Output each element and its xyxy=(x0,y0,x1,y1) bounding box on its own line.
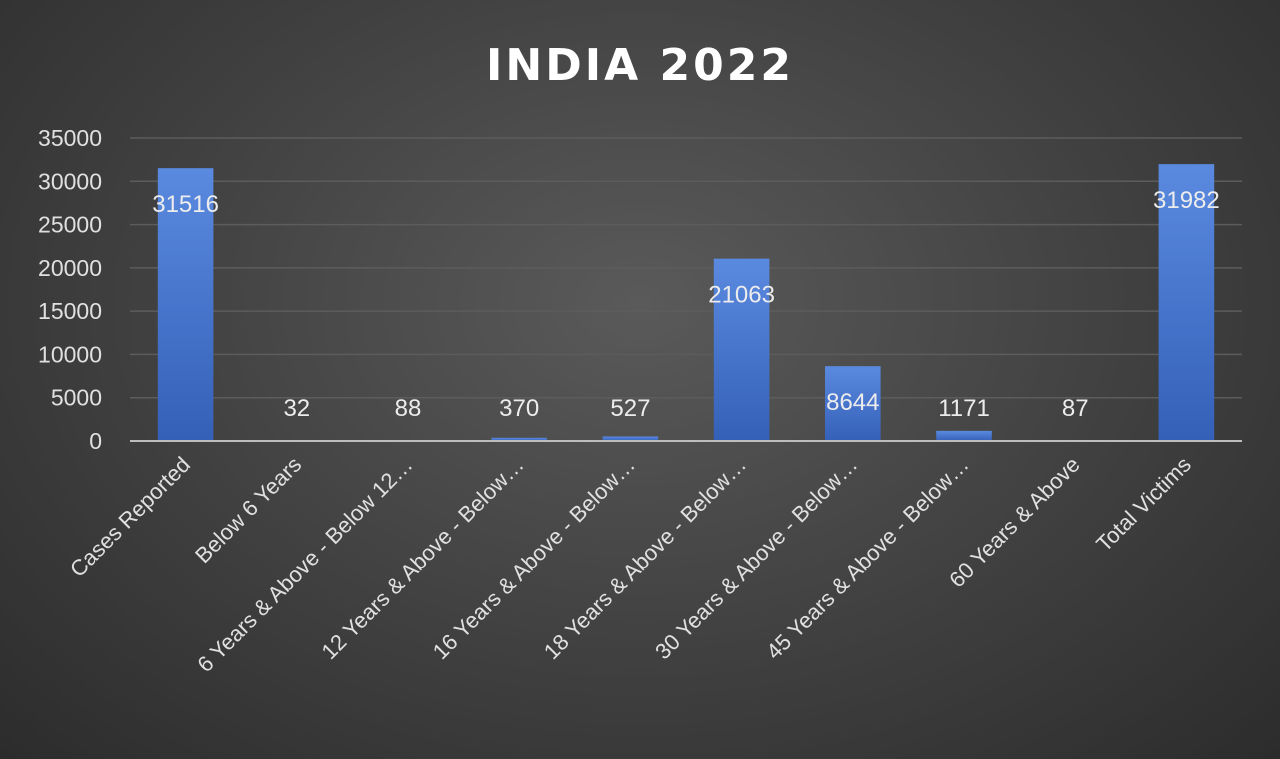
data-label: 31516 xyxy=(152,191,219,218)
bar xyxy=(825,366,881,441)
y-tick-label: 25000 xyxy=(38,212,102,238)
x-tick-label: Total Victims xyxy=(1091,452,1196,557)
y-tick-label: 5000 xyxy=(51,385,102,411)
x-tick-label: Below 6 Years xyxy=(190,452,306,568)
bar xyxy=(713,258,770,441)
y-tick-label: 15000 xyxy=(38,298,102,324)
x-tick-label: 18 Years & Above - Below… xyxy=(539,452,751,664)
data-label: 1171 xyxy=(938,395,990,422)
x-tick-label: 45 Years & Above - Below… xyxy=(761,452,973,664)
data-label: 8644 xyxy=(826,389,879,416)
y-tick-label: 35000 xyxy=(38,125,102,151)
bar xyxy=(491,437,547,441)
y-tick-label: 0 xyxy=(89,428,102,454)
data-labels: 31516 32 88 370 527 21063 8644 1171 87 31982 xyxy=(152,187,1220,422)
chart-title: INDIA 2022 xyxy=(486,40,794,91)
data-label: 370 xyxy=(499,395,539,422)
x-tick-label: 6 Years & Above - Below 12… xyxy=(192,452,417,677)
data-label: 21063 xyxy=(708,282,775,309)
y-tick-label: 30000 xyxy=(38,168,102,194)
x-tick-label: 30 Years & Above - Below… xyxy=(650,452,862,664)
bars xyxy=(157,164,1215,442)
y-tick-label: 20000 xyxy=(38,255,102,281)
bar xyxy=(157,168,214,441)
gridlines xyxy=(130,137,1242,399)
bar xyxy=(602,436,659,441)
y-tick-label: 10000 xyxy=(38,341,102,367)
bar xyxy=(936,430,992,441)
data-label: 87 xyxy=(1062,395,1089,422)
data-label: 88 xyxy=(395,395,422,422)
bar xyxy=(1158,164,1215,441)
y-axis: 0 5000 10000 15000 20000 25000 30000 35000 xyxy=(38,125,102,454)
data-label: 31982 xyxy=(1153,187,1220,214)
x-tick-label: 12 Years & Above - Below… xyxy=(316,452,528,664)
data-label: 527 xyxy=(610,395,650,422)
x-tick-label: Cases Reported xyxy=(65,452,195,582)
data-label: 32 xyxy=(283,395,310,422)
x-tick-label: 16 Years & Above - Below… xyxy=(428,452,640,664)
